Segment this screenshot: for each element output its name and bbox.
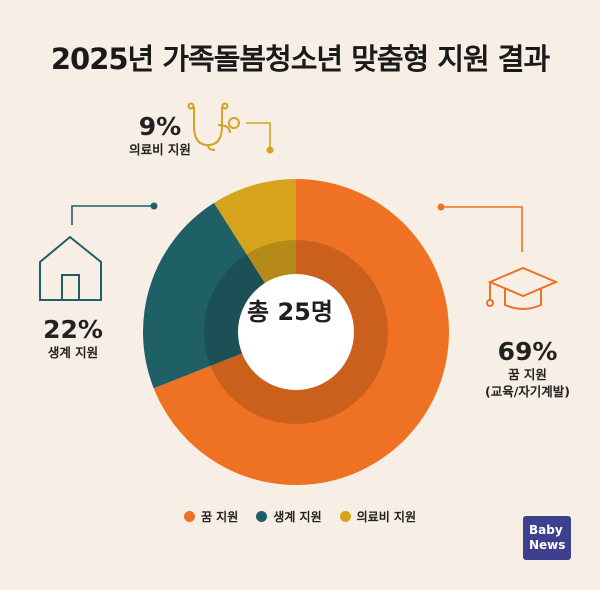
legend-item-medical: 의료비 지원 <box>339 508 417 525</box>
legend-item-dream: 꿈 지원 <box>183 508 239 525</box>
center-total-label: 총 25명 <box>247 298 333 326</box>
logo-line2: News <box>529 538 566 552</box>
living-sublabel: 생계 지원 <box>47 345 99 360</box>
leader-dot-living <box>150 202 158 210</box>
legend-swatch-living <box>256 511 268 522</box>
stethoscope-icon <box>187 102 240 151</box>
chart-title: 2025년 가족돌봄청소년 맞춤형 지원 결과 <box>50 42 550 76</box>
dream-sublabel: 꿈 지원 <box>508 367 547 382</box>
legend-swatch-medical <box>339 511 351 522</box>
leader-line-medical <box>246 122 271 148</box>
legend-label: 생계 지원 <box>273 510 322 524</box>
dream-sublabel-detail: (교육/자기계발) <box>485 384 570 399</box>
living-percent: 22% <box>43 315 103 344</box>
leader-line-dream <box>441 206 523 252</box>
graduation-cap-icon <box>486 266 559 310</box>
medical-sublabel: 의료비 지원 <box>129 142 191 157</box>
legend-item-living: 생계 지원 <box>256 508 322 525</box>
leader-line-living <box>71 205 154 225</box>
leader-dot-dream <box>437 203 445 211</box>
babynews-logo: Baby News <box>523 516 571 560</box>
logo-line1: Baby <box>529 523 563 537</box>
legend-label: 꿈 지원 <box>200 510 239 524</box>
dream-percent: 69% <box>497 337 558 366</box>
leader-dot-medical <box>266 146 274 154</box>
medical-percent: 9% <box>138 112 182 141</box>
legend: 꿈 지원 생계 지원 의료비 지원 <box>0 508 600 525</box>
legend-swatch-dream <box>183 511 195 522</box>
slice-label-dream: 69% 꿈 지원 (교육/자기계발) <box>470 338 585 400</box>
donut-hole <box>238 274 354 390</box>
slice-label-living: 22% 생계 지원 <box>28 316 118 361</box>
legend-label: 의료비 지원 <box>356 510 417 524</box>
slice-label-medical: 9% 의료비 지원 <box>125 113 195 158</box>
house-icon <box>39 235 102 301</box>
